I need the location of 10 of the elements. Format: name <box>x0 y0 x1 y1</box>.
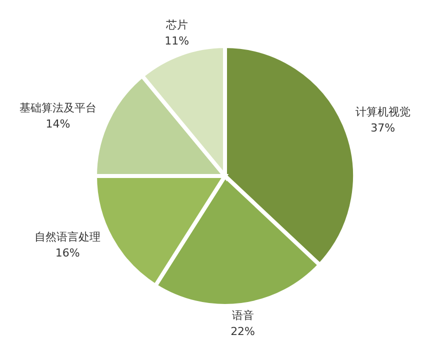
slice-label: 计算机视觉 <box>355 106 410 119</box>
data-label: 22% <box>230 324 256 338</box>
data-label: 37% <box>370 122 396 135</box>
slice-label: 基础算法及平台 <box>20 102 97 115</box>
slice-label: 自然语言处理 <box>34 230 101 244</box>
slice-label: 芯片 <box>164 18 188 32</box>
data-label: 14% <box>46 118 70 131</box>
data-label: 11% <box>164 34 190 48</box>
data-label: 16% <box>55 246 80 260</box>
slice-label: 语音 <box>232 308 254 322</box>
